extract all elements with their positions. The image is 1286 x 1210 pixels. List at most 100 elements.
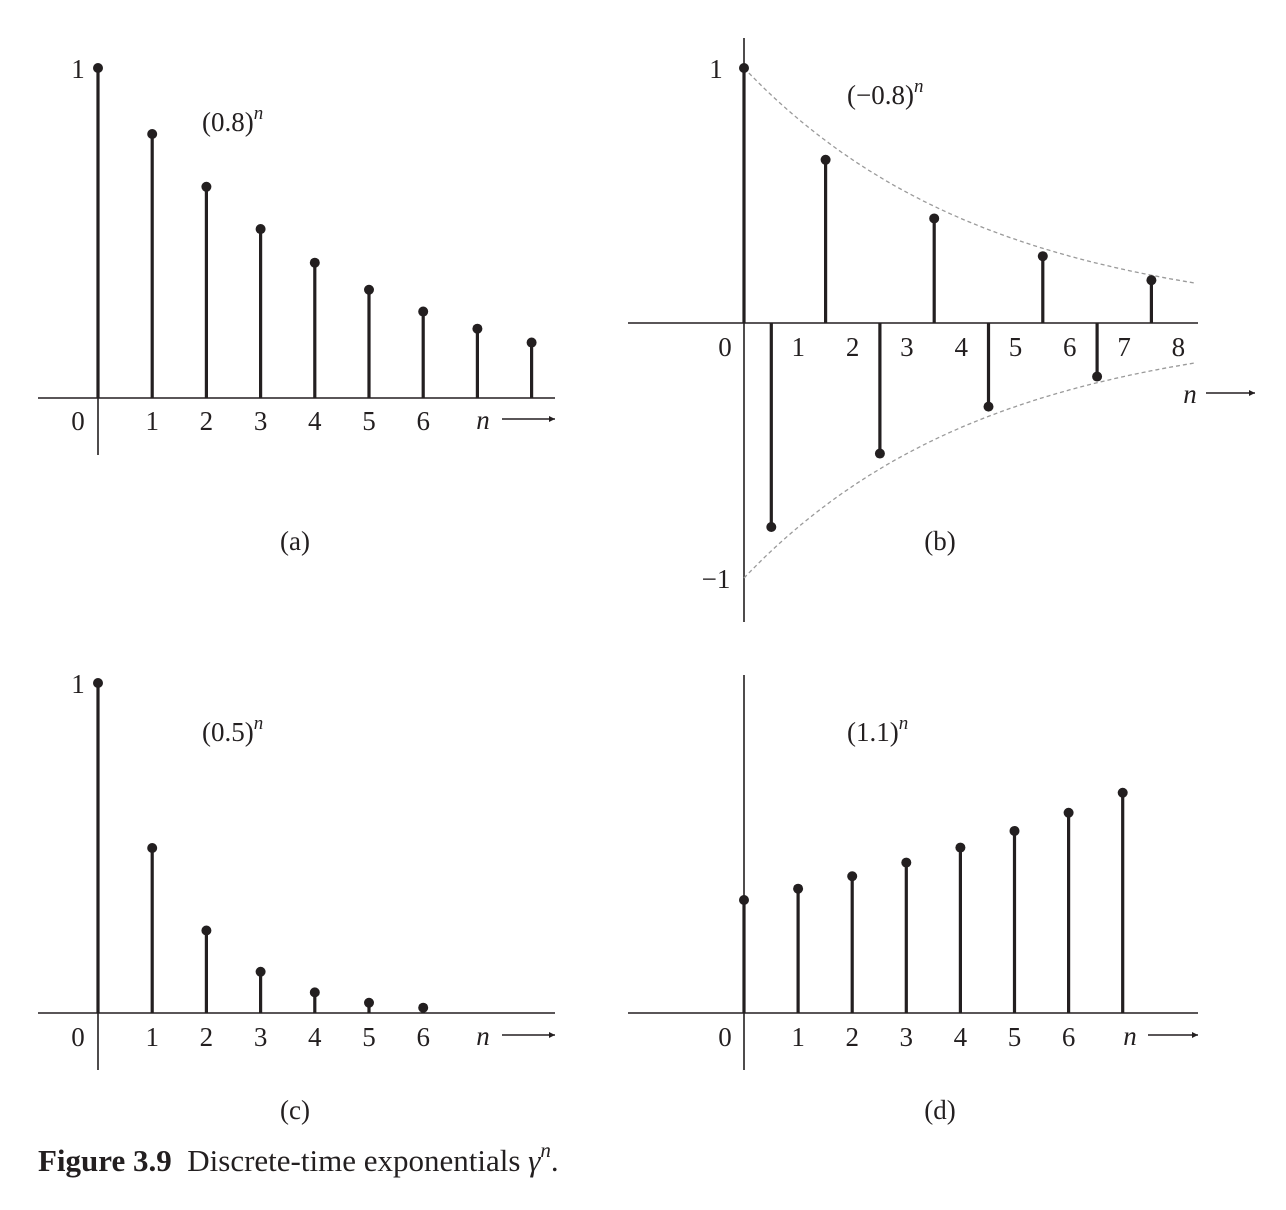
panel-c: 0 1 2 3 4 5 61n(0.5)n(c) — [38, 669, 555, 1125]
panel-a: 0 1 2 3 4 5 61n(0.8)n(a) — [38, 54, 555, 556]
x-tick-label-0: 0 — [718, 332, 732, 362]
x-tick-label-1: 1 — [792, 332, 806, 362]
caption-symbol: γ — [528, 1143, 541, 1178]
stem-dot-2 — [201, 181, 212, 192]
x-tick-label-5: 5 — [1008, 1022, 1022, 1052]
stem-dot-8 — [526, 337, 537, 348]
stem-dot-1 — [766, 522, 777, 532]
stem-dot-0 — [93, 63, 103, 73]
x-tick-label-5: 5 — [1009, 332, 1023, 362]
x-tick-label-4: 4 — [308, 1022, 322, 1052]
stem-dot-4 — [929, 213, 940, 224]
caption-text: Discrete-time exponentials — [187, 1143, 521, 1178]
series-expression-base: (0.5) — [202, 717, 254, 747]
stem-dot-2 — [847, 871, 858, 882]
x-tick-label-6: 6 — [1062, 1022, 1076, 1052]
stem-dot-2 — [201, 925, 212, 936]
stem-dot-3 — [255, 224, 266, 235]
stem-dot-2 — [820, 154, 831, 165]
x-tick-label-4: 4 — [954, 1022, 968, 1052]
stem-dot-4 — [309, 987, 320, 998]
panel-b: 0 1 2 3 4 5 6 7 81−1n(−0.8)n(b) — [628, 38, 1255, 622]
stem-dot-3 — [901, 857, 912, 868]
stem-dot-6 — [418, 306, 429, 317]
x-tick-label-3: 3 — [254, 1022, 268, 1052]
caption-label: Figure 3.9 — [38, 1143, 172, 1178]
stem-dot-1 — [147, 129, 158, 139]
x-tick-label-8: 8 — [1172, 332, 1186, 362]
panel-label: (b) — [924, 526, 955, 556]
series-expression: (0.5)n — [202, 713, 263, 747]
envelope-upper — [743, 67, 1195, 284]
stem-dot-5 — [983, 401, 994, 412]
stem-dot-7 — [1117, 787, 1128, 798]
x-axis-label: n — [476, 405, 490, 435]
caption-end: . — [550, 1143, 559, 1178]
y-tick-label-1: 1 — [71, 54, 85, 84]
x-tick-label-0: 0 — [71, 1022, 85, 1052]
stem-dot-5 — [364, 284, 374, 295]
series-expression-exponent: n — [914, 76, 924, 97]
series-expression-base: (1.1) — [847, 717, 899, 747]
x-axis-label: n — [1183, 379, 1197, 409]
x-tick-label-3: 3 — [254, 406, 268, 436]
x-tick-label-5: 5 — [362, 1022, 376, 1052]
x-tick-label-0: 0 — [718, 1022, 732, 1052]
stem-dot-7 — [1092, 371, 1103, 382]
stem-dot-6 — [1063, 807, 1074, 818]
x-axis-label: n — [476, 1021, 490, 1051]
x-tick-label-5: 5 — [362, 406, 376, 436]
series-expression: (1.1)n — [847, 713, 908, 747]
stem-dot-0 — [739, 895, 749, 905]
series-expression-base: (−0.8) — [847, 80, 914, 110]
panel-label: (a) — [280, 526, 310, 556]
x-tick-label-2: 2 — [846, 332, 860, 362]
x-tick-label-6: 6 — [416, 406, 430, 436]
x-axis-label: n — [1123, 1021, 1137, 1051]
series-expression: (0.8)n — [202, 103, 263, 137]
series-expression-exponent: n — [254, 713, 264, 734]
x-tick-label-6: 6 — [416, 1022, 430, 1052]
caption-symbol-exponent: n — [540, 1138, 551, 1162]
stem-dot-3 — [255, 966, 266, 977]
panel-label: (d) — [924, 1095, 955, 1125]
stem-dot-7 — [472, 323, 483, 334]
x-tick-label-1: 1 — [791, 1022, 805, 1052]
stem-dot-0 — [93, 678, 103, 688]
envelope-lower — [743, 362, 1195, 579]
series-expression-exponent: n — [254, 103, 264, 124]
stem-dot-0 — [739, 63, 749, 73]
x-tick-label-0: 0 — [71, 406, 85, 436]
y-tick-label-1: 1 — [709, 54, 723, 84]
x-tick-label-7: 7 — [1117, 332, 1131, 362]
stem-dot-6 — [1037, 251, 1048, 262]
series-expression-base: (0.8) — [202, 107, 254, 137]
x-tick-label-4: 4 — [308, 406, 322, 436]
stem-dot-4 — [309, 257, 320, 268]
stem-dot-4 — [955, 842, 966, 853]
stem-dot-6 — [418, 1002, 429, 1013]
stem-dot-1 — [147, 843, 158, 853]
x-tick-label-6: 6 — [1063, 332, 1077, 362]
stem-dot-5 — [364, 997, 374, 1008]
y-tick-label--1: −1 — [702, 564, 731, 594]
series-expression-exponent: n — [899, 713, 909, 734]
stem-dot-3 — [874, 448, 885, 459]
series-expression: (−0.8)n — [847, 76, 923, 110]
x-tick-label-2: 2 — [200, 1022, 214, 1052]
x-tick-label-4: 4 — [954, 332, 968, 362]
panel-label: (c) — [280, 1095, 310, 1125]
y-tick-label-1: 1 — [71, 669, 85, 699]
stem-dot-5 — [1009, 825, 1020, 836]
x-tick-label-2: 2 — [200, 406, 214, 436]
panel-d: 0 1 2 3 4 5 6 n(1.1)n(d) — [628, 675, 1198, 1125]
figure-caption: Figure 3.9 Discrete-time exponentials γn… — [38, 1138, 559, 1179]
figure-3-9: 0 1 2 3 4 5 61n(0.8)n(a) 0 1 2 3 4 5 6 7 81−1n(−0.8)n(… — [38, 38, 1255, 1125]
x-tick-label-2: 2 — [845, 1022, 859, 1052]
x-tick-label-1: 1 — [145, 406, 159, 436]
stem-dot-1 — [793, 883, 804, 894]
x-tick-label-3: 3 — [900, 1022, 914, 1052]
x-tick-label-1: 1 — [145, 1022, 159, 1052]
stem-dot-8 — [1146, 275, 1157, 286]
x-tick-label-3: 3 — [900, 332, 914, 362]
